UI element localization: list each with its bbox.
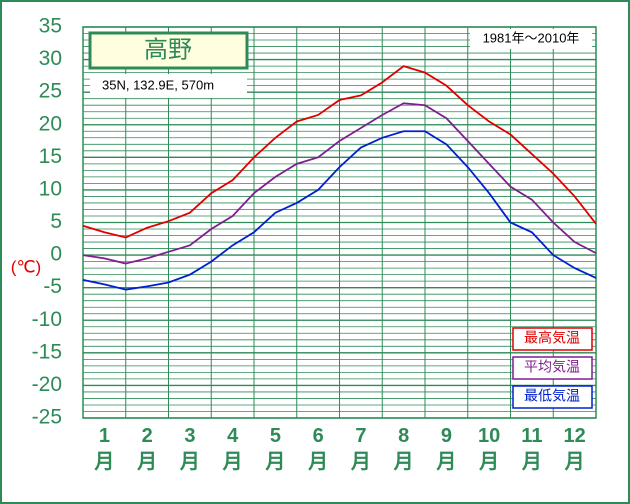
x-tick-label: 10 月 xyxy=(478,425,500,473)
month-char: 月 xyxy=(93,451,114,473)
title-box xyxy=(88,31,249,70)
month-number: 1 xyxy=(99,425,110,447)
month-number: 2 xyxy=(142,425,153,447)
y-tick-label: 25 xyxy=(39,80,62,103)
month-char: 月 xyxy=(307,451,328,473)
month-char: 月 xyxy=(136,451,157,473)
subtitle: 35N, 132.9E, 570m xyxy=(102,77,214,92)
legend-box xyxy=(512,356,593,380)
month-char: 月 xyxy=(564,451,585,473)
y-tick-label: 35 xyxy=(39,15,62,38)
month-number: 10 xyxy=(478,425,500,447)
month-number: 9 xyxy=(441,425,452,447)
legend-label: 平均気温 xyxy=(524,359,580,375)
month-number: 5 xyxy=(270,425,281,447)
month-number: 4 xyxy=(227,425,239,447)
y-tick-label: -15 xyxy=(32,340,62,363)
legend-label: 最高気温 xyxy=(524,330,580,346)
month-char: 月 xyxy=(222,451,243,473)
y-tick-label: -20 xyxy=(32,373,62,396)
series-line xyxy=(82,130,597,291)
annotation-box xyxy=(470,29,592,49)
annotation: 1981年～2010年 xyxy=(483,30,580,45)
month-char: 月 xyxy=(393,451,414,473)
y-tick-label: 5 xyxy=(50,210,62,233)
y-axis-label: (℃) xyxy=(11,257,41,276)
month-number: 3 xyxy=(184,425,195,447)
legend-label: 最低気温 xyxy=(524,388,580,404)
y-tick-label: 15 xyxy=(39,145,62,168)
legend-box xyxy=(512,385,593,409)
legend-box xyxy=(512,327,593,351)
month-char: 月 xyxy=(179,451,200,473)
y-tick-label: 20 xyxy=(39,112,62,135)
y-tick-label: 10 xyxy=(39,177,62,200)
month-number: 12 xyxy=(564,425,586,447)
y-tick-label: 30 xyxy=(39,47,62,70)
y-tick-label: 0 xyxy=(50,243,62,266)
y-tick-label: -10 xyxy=(32,308,62,331)
month-number: 8 xyxy=(398,425,409,447)
month-number: 11 xyxy=(521,425,542,447)
month-char: 月 xyxy=(435,451,456,473)
month-char: 月 xyxy=(478,451,499,473)
month-char: 月 xyxy=(350,451,371,473)
subtitle-box xyxy=(90,74,247,98)
month-char: 月 xyxy=(264,451,285,473)
x-tick-label: 12 月 xyxy=(564,425,586,473)
x-tick-label: 11 月 xyxy=(521,425,543,473)
series-line xyxy=(82,65,597,239)
series-line xyxy=(82,102,597,265)
chart-title: 高野 xyxy=(144,36,192,63)
y-tick-label: -25 xyxy=(32,406,62,429)
month-char: 月 xyxy=(521,451,542,473)
month-number: 7 xyxy=(355,425,366,447)
month-number: 6 xyxy=(313,425,324,447)
y-tick-label: -5 xyxy=(43,275,62,298)
